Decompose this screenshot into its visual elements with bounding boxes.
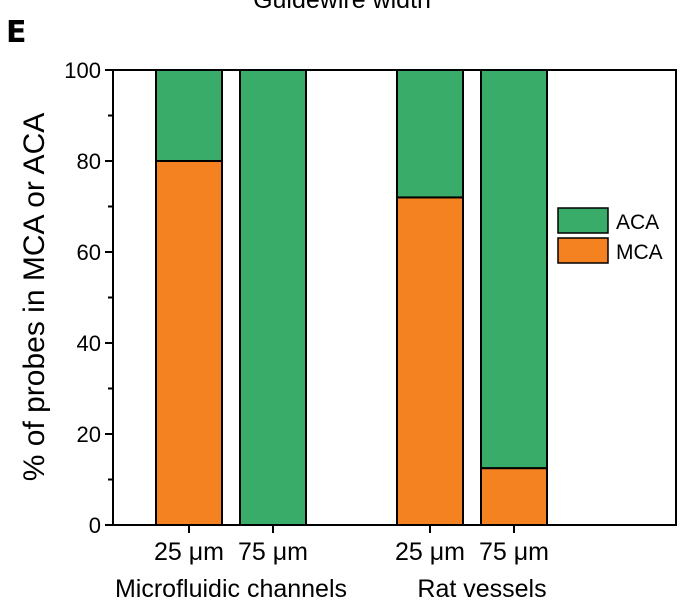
x-tick-label-2: 75 μm [238,538,308,566]
x-axis: 25 μm 75 μm 25 μm 75 μm Microfluidic channel… [115,525,549,603]
legend-label-aca: ACA [616,211,659,234]
bar-mca-1 [155,160,223,526]
y-axis: 0 20 40 60 80 100 [64,58,113,538]
x-group-label-2: Rat vessels [417,575,546,603]
x-group-label-1: Microfluidic channels [115,575,347,603]
legend-swatch-aca [557,207,609,234]
x-tick-label-3: 25 μm [395,538,465,566]
y-tick-label-80: 80 [77,149,101,174]
bars-layer [155,69,548,526]
panel-letter: E [6,15,27,50]
legend-swatch-mca [557,237,609,264]
y-tick-label-60: 60 [77,240,101,265]
y-tick-label-40: 40 [77,331,101,356]
bar-mca-3 [396,196,464,526]
bar-mca-4 [480,467,548,526]
legend: ACA MCA [557,207,663,264]
y-tick-label-100: 100 [64,58,101,83]
y-axis-label: % of probes in MCA or ACA [18,113,51,482]
bar-aca-1 [155,69,223,162]
bar-aca-4 [480,69,548,470]
x-tick-label-1: 25 μm [154,538,224,566]
x-tick-label-4: 75 μm [479,538,549,566]
y-tick-label-20: 20 [77,422,101,447]
bar-aca-3 [396,69,464,199]
chart-title: Guidewire width [253,0,431,14]
legend-label-mca: MCA [616,241,663,264]
bar-aca-2 [239,69,307,526]
y-tick-label-0: 0 [89,513,101,538]
